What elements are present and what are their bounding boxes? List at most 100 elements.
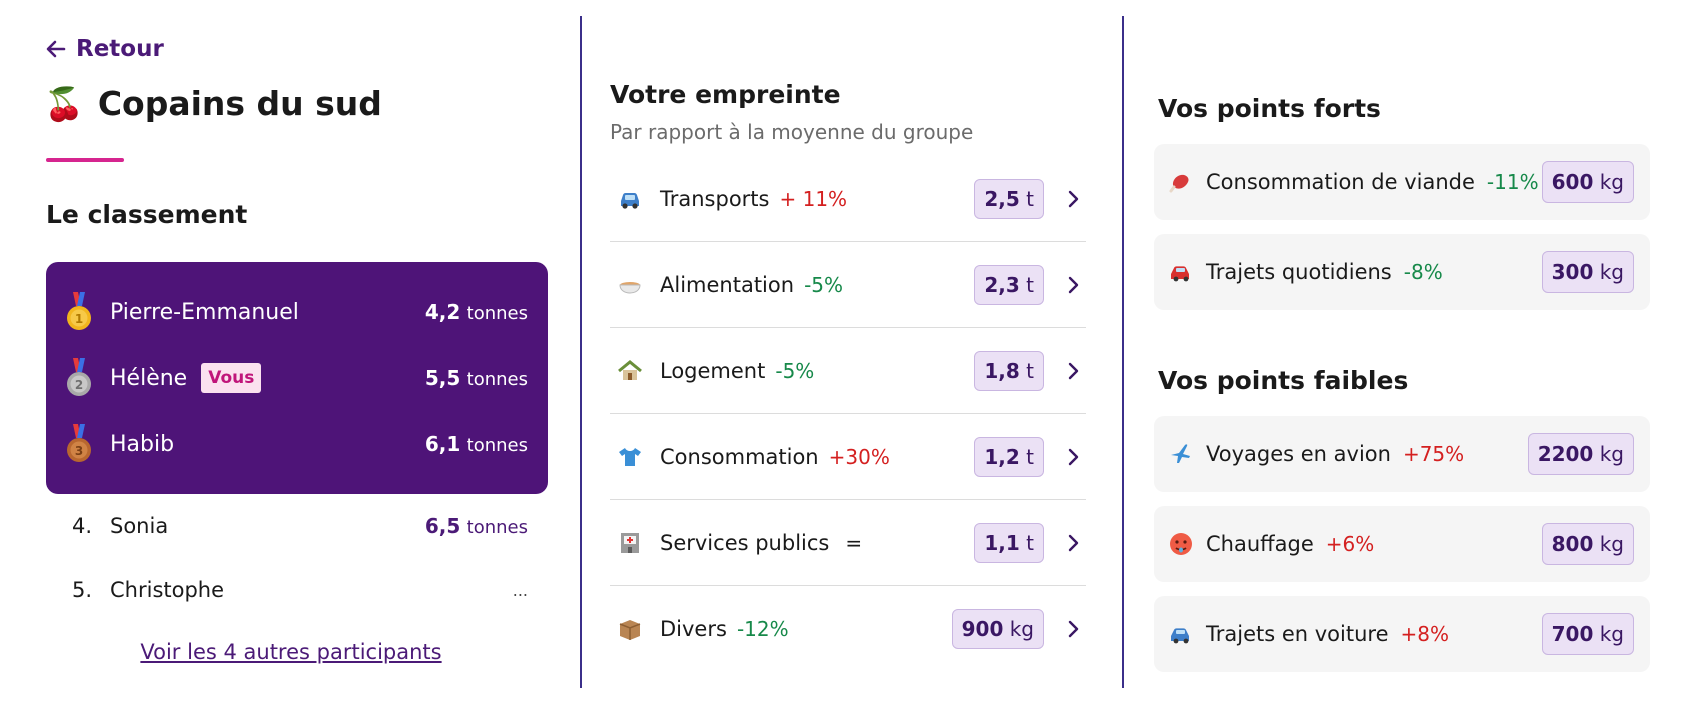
cherries-icon: 🍒 (44, 84, 84, 123)
category-label: Alimentation (660, 272, 795, 297)
category-row-consommation[interactable]: Consommation +30% 1,2 t (610, 414, 1086, 500)
chevron-right-icon (1068, 620, 1079, 638)
card-delta: +75% (1402, 442, 1465, 466)
page-title: 🍒 Copains du sud (44, 84, 382, 123)
airplane-icon (1171, 444, 1190, 463)
value-chip: 2,3 t (974, 264, 1044, 305)
category-delta: -5% (775, 358, 815, 383)
category-label: Logement (660, 358, 766, 383)
house-icon (618, 359, 642, 380)
weakness-card-flights[interactable]: Voyages en avion +75% 2200 kg (1154, 416, 1650, 492)
footprint-panel: Votre empreinte Par rapport à la moyenne… (582, 0, 1124, 702)
category-label: Transports (660, 186, 770, 211)
weakness-card-heating[interactable]: Chauffage +6% 800 kg (1154, 506, 1650, 582)
tshirt-icon (619, 447, 641, 466)
meat-icon (1169, 174, 1189, 193)
podium-row-3[interactable]: 3 Habib 6,1 tonnes (64, 416, 528, 472)
card-delta: -8% (1403, 260, 1443, 284)
svg-text:2: 2 (75, 378, 83, 392)
silver-medal-icon: 2 (64, 358, 94, 398)
column-divider (580, 16, 582, 688)
column-divider (1122, 16, 1124, 688)
arrow-left-icon (46, 40, 66, 58)
car-icon (1171, 628, 1189, 644)
value-chip: 1,1 t (974, 522, 1044, 563)
car-icon (621, 192, 639, 209)
card-label: Trajets en voiture (1206, 622, 1389, 646)
podium-name: Pierre-Emmanuel (110, 299, 299, 325)
category-delta: -5% (804, 272, 844, 297)
value-chip: 600 kg (1541, 161, 1634, 203)
rank-number: 4. (72, 514, 93, 538)
gold-medal-icon: 1 (64, 292, 94, 332)
value-chip: 700 kg (1541, 613, 1634, 655)
podium-value: 4,2 tonnes (424, 300, 528, 324)
rank-value-placeholder: ... (512, 580, 528, 600)
back-button[interactable]: Retour (46, 36, 164, 62)
title-underline (46, 158, 124, 162)
rank-row-5[interactable]: 5. Christophe ... (72, 578, 528, 602)
podium-name: Habib (110, 431, 175, 457)
chevron-right-icon (1068, 276, 1079, 293)
ranking-panel: Retour 🍒 Copains du sud Le classement 1 … (0, 0, 582, 702)
food-bowl-icon (619, 281, 641, 294)
weakness-card-car-trips[interactable]: Trajets en voiture +8% 700 kg (1154, 596, 1650, 672)
rank-value: 6,5 tonnes (424, 514, 528, 538)
podium-name: Hélène (110, 365, 188, 391)
bronze-medal-icon: 3 (64, 424, 94, 464)
podium-value: 6,1 tonnes (424, 432, 528, 456)
podium-card: 1 Pierre-Emmanuel 4,2 tonnes 2 Hélène Vo… (46, 262, 548, 494)
category-label: Services publics (660, 530, 830, 555)
hot-face-icon (1170, 533, 1192, 555)
svg-text:3: 3 (75, 444, 83, 458)
category-delta: = (845, 530, 863, 555)
highlights-panel: Vos points forts Consommation de viande … (1124, 0, 1682, 702)
category-row-logement[interactable]: Logement -5% 1,8 t (610, 328, 1086, 414)
value-chip: 2,5 t (974, 178, 1044, 219)
ranking-heading: Le classement (46, 200, 248, 229)
rank-row-4[interactable]: 4. Sonia 6,5 tonnes (72, 514, 528, 538)
card-label: Consommation de viande (1206, 170, 1475, 194)
chevron-right-icon (1068, 448, 1079, 465)
podium-value: 5,5 tonnes (424, 366, 528, 390)
you-badge: Vous (201, 363, 262, 393)
card-delta: -11% (1486, 170, 1539, 194)
category-row-services-publics[interactable]: Services publics = 1,1 t (610, 500, 1086, 586)
value-chip: 1,8 t (974, 350, 1044, 391)
category-delta: + 11% (779, 186, 848, 211)
podium-row-2[interactable]: 2 Hélène Vous 5,5 tonnes (64, 350, 528, 406)
card-delta: +6% (1325, 532, 1375, 556)
weaknesses-heading: Vos points faibles (1158, 366, 1409, 395)
back-label: Retour (76, 36, 164, 62)
category-row-alimentation[interactable]: Alimentation -5% 2,3 t (610, 242, 1086, 328)
group-name: Copains du sud (97, 84, 382, 123)
value-chip: 1,2 t (974, 436, 1044, 477)
strength-card-daily-commute[interactable]: Trajets quotidiens -8% 300 kg (1154, 234, 1650, 310)
chevron-right-icon (1068, 362, 1079, 379)
package-icon (619, 620, 641, 640)
red-car-icon (1171, 266, 1189, 282)
value-chip: 2200 kg (1527, 433, 1634, 475)
category-delta: -12% (736, 617, 789, 641)
category-row-transports[interactable]: Transports + 11% 2,5 t (610, 156, 1086, 242)
value-chip: 800 kg (1541, 523, 1634, 565)
card-label: Trajets quotidiens (1206, 260, 1392, 284)
strength-card-meat[interactable]: Consommation de viande -11% 600 kg (1154, 144, 1650, 220)
value-chip: 900 kg (951, 609, 1044, 649)
rank-name: Christophe (110, 578, 225, 602)
card-delta: +8% (1400, 622, 1450, 646)
chevron-right-icon (1068, 534, 1079, 551)
rank-number: 5. (72, 578, 93, 602)
footprint-title: Votre empreinte (610, 80, 841, 109)
show-more-participants-link[interactable]: Voir les 4 autres participants (140, 640, 442, 664)
hospital-icon (621, 532, 639, 553)
podium-row-1[interactable]: 1 Pierre-Emmanuel 4,2 tonnes (64, 284, 528, 340)
rank-name: Sonia (110, 514, 169, 538)
strengths-heading: Vos points forts (1158, 94, 1381, 123)
category-label: Divers (660, 617, 727, 641)
chevron-right-icon (1068, 190, 1079, 207)
category-row-divers[interactable]: Divers -12% 900 kg (610, 586, 1086, 672)
card-label: Chauffage (1206, 532, 1314, 556)
card-label: Voyages en avion (1206, 442, 1391, 466)
category-delta: +30% (828, 444, 890, 469)
